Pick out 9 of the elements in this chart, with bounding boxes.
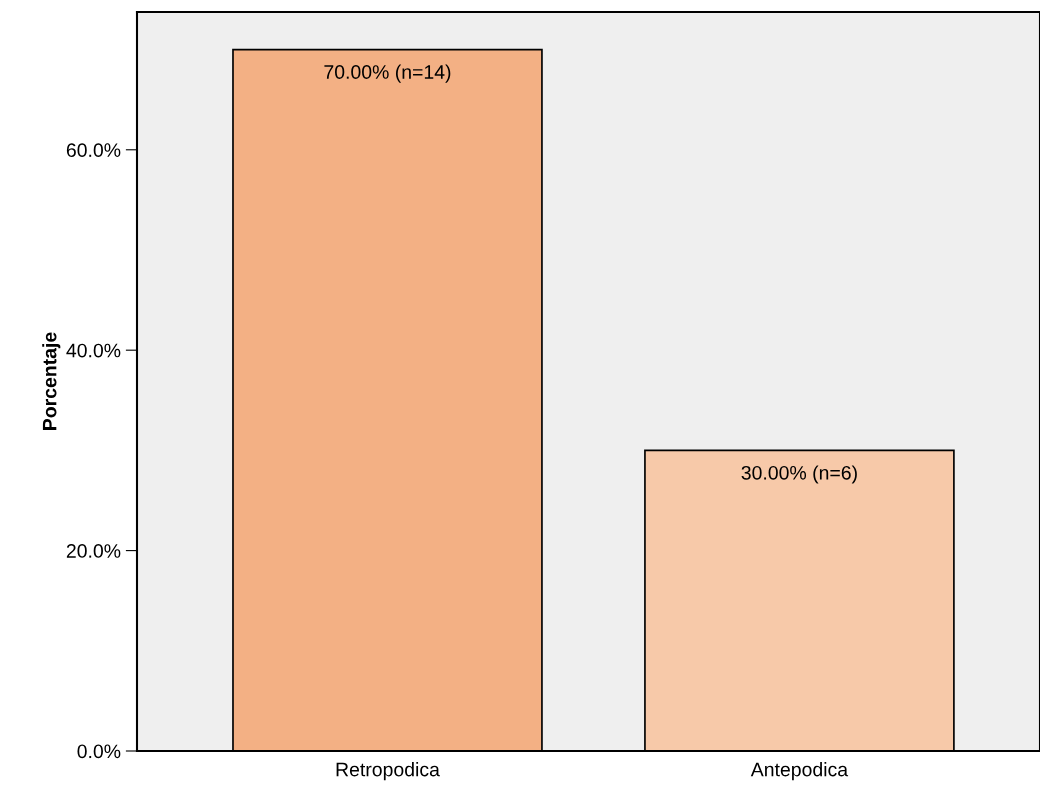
y-tick-label: 60.0% bbox=[66, 143, 121, 158]
y-tick-label: 40.0% bbox=[66, 343, 121, 358]
y-tick-label: 0.0% bbox=[77, 744, 121, 759]
x-tick-label: Antepodica bbox=[750, 762, 849, 781]
data-label: 30.00% (n=6) bbox=[741, 465, 857, 484]
data-label: 70.00% (n=14) bbox=[324, 64, 451, 83]
y-axis-title: Porcentaje bbox=[42, 332, 61, 430]
y-tick-label: 20.0% bbox=[66, 544, 121, 558]
x-tick-label: Retropodica bbox=[336, 762, 440, 781]
